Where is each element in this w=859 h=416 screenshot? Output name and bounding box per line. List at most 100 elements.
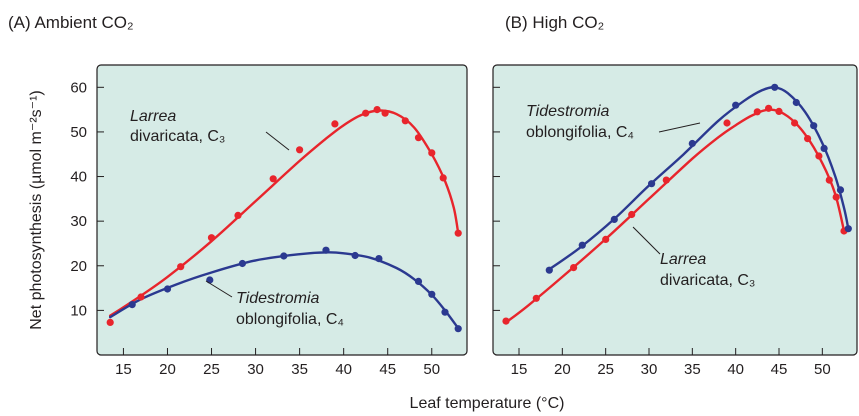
data-point-b-1-5 xyxy=(732,101,740,109)
panel-b-title: (B) High CO₂ xyxy=(505,13,604,32)
annotation-larrea-a-line2: divaricata, C₃ xyxy=(130,128,225,145)
data-point-b-0-7 xyxy=(753,108,761,116)
data-point-b-1-3 xyxy=(648,180,656,188)
data-point-a-0-0 xyxy=(106,318,114,326)
data-point-a-1-5 xyxy=(322,246,330,254)
data-point-b-0-2 xyxy=(570,264,578,272)
data-point-b-0-5 xyxy=(662,176,670,184)
panel-a-points xyxy=(106,106,462,333)
data-point-a-0-6 xyxy=(296,146,304,154)
data-point-b-1-2 xyxy=(610,215,618,223)
data-point-a-0-9 xyxy=(373,106,381,114)
data-point-a-0-1 xyxy=(137,293,145,301)
x-tick-label-35: 35 xyxy=(291,361,308,378)
data-point-b-1-11 xyxy=(844,225,852,233)
data-point-a-1-6 xyxy=(351,251,359,260)
data-point-b-0-12 xyxy=(815,152,823,160)
data-point-a-0-3 xyxy=(207,234,216,242)
data-point-b-1-0 xyxy=(545,266,553,274)
x-tick-label-20: 20 xyxy=(159,361,176,378)
annotation-larrea-b-line1: Larrea xyxy=(660,251,706,268)
panel-b-plot-area xyxy=(492,64,858,356)
data-point-b-1-10 xyxy=(836,186,845,194)
panel-a-title: (A) Ambient CO₂ xyxy=(8,13,134,32)
data-point-b-1-7 xyxy=(792,98,800,107)
data-point-a-1-8 xyxy=(414,277,423,285)
data-point-b-1-1 xyxy=(578,241,586,249)
panel-a-plot-area xyxy=(96,64,468,356)
annotation-tidestromia-b-line2: oblongifolia, C₄ xyxy=(526,124,634,141)
data-point-a-0-10 xyxy=(381,109,389,117)
data-point-a-0-12 xyxy=(414,134,423,142)
x-tick-label-30: 30 xyxy=(247,361,264,378)
panel-a-ticks: 15 20 25 30 35 40 45 50 10 20 30 40 50 60 xyxy=(70,79,440,378)
y-tick-label-40: 40 xyxy=(70,169,87,186)
data-point-a-0-2 xyxy=(177,263,185,271)
data-point-a-1-0 xyxy=(128,301,136,309)
data-point-a-0-8 xyxy=(362,109,370,117)
data-point-a-1-9 xyxy=(428,290,436,298)
data-point-a-0-4 xyxy=(234,211,242,219)
data-point-a-1-11 xyxy=(454,325,462,333)
data-point-a-1-3 xyxy=(238,259,246,268)
data-point-b-0-3 xyxy=(602,235,610,243)
data-point-b-0-13 xyxy=(825,176,833,184)
annotation-larrea-a: Larrea divaricata, C₃ xyxy=(130,108,290,151)
data-point-a-1-2 xyxy=(206,276,214,284)
annotation-tidestromia-a: Tidestromia oblongifolia, C₄ xyxy=(205,280,344,328)
annotation-tidestromia-a-leader xyxy=(205,280,233,298)
data-point-b-0-8 xyxy=(765,104,773,112)
data-point-a-0-15 xyxy=(454,229,462,237)
x-axis-title: Leaf temperature (°C) xyxy=(410,395,565,412)
x-tick-label-35: 35 xyxy=(684,361,701,378)
data-point-b-0-0 xyxy=(502,317,510,325)
x-tick-label-40: 40 xyxy=(727,361,744,378)
series-line-b-1 xyxy=(548,86,850,271)
data-point-b-1-8 xyxy=(810,122,818,130)
x-tick-label-20: 20 xyxy=(554,361,571,378)
data-point-b-0-10 xyxy=(791,119,799,127)
data-point-b-0-4 xyxy=(628,210,636,219)
annotation-tidestromia-b-line1: Tidestromia xyxy=(526,103,610,120)
data-point-a-1-7 xyxy=(375,255,383,263)
data-point-a-1-10 xyxy=(441,308,449,316)
data-point-a-1-1 xyxy=(163,285,172,293)
x-tick-label-50: 50 xyxy=(814,361,831,378)
annotation-larrea-a-leader xyxy=(265,131,290,151)
annotation-larrea-b-leader xyxy=(632,226,661,255)
data-point-b-0-1 xyxy=(532,294,540,302)
annotation-tidestromia-b-leader xyxy=(658,122,701,133)
x-tick-label-15: 15 xyxy=(115,361,132,378)
x-tick-label-30: 30 xyxy=(641,361,658,378)
y-tick-label-50: 50 xyxy=(70,124,87,141)
data-point-a-0-5 xyxy=(269,175,277,183)
y-tick-label-30: 30 xyxy=(70,213,87,230)
x-tick-label-25: 25 xyxy=(597,361,614,378)
panel-b-plot: 15 20 25 30 35 40 45 50 Tidestromia oblongifoli… xyxy=(492,64,858,378)
x-tick-label-25: 25 xyxy=(203,361,220,378)
annotation-tidestromia-a-line1: Tidestromia xyxy=(236,290,320,307)
data-point-a-0-14 xyxy=(439,174,447,182)
annotation-larrea-b: Larrea divaricata, C₃ xyxy=(632,226,755,289)
annotation-larrea-b-line2: divaricata, C₃ xyxy=(660,272,755,289)
annotation-tidestromia-b: Tidestromia oblongifolia, C₄ xyxy=(526,103,701,141)
data-point-a-0-7 xyxy=(331,120,339,128)
data-point-b-0-9 xyxy=(775,107,783,115)
x-tick-label-45: 45 xyxy=(379,361,396,378)
data-point-b-1-6 xyxy=(771,83,779,91)
x-tick-label-45: 45 xyxy=(771,361,788,378)
data-point-a-0-13 xyxy=(428,149,436,157)
panel-b-points xyxy=(502,83,852,325)
y-tick-label-20: 20 xyxy=(70,258,87,275)
data-point-b-0-14 xyxy=(832,193,840,201)
data-point-b-0-11 xyxy=(804,135,812,143)
panel-a-plot: 15 20 25 30 35 40 45 50 10 20 30 40 50 60 Larrea diva… xyxy=(70,64,468,378)
data-point-b-1-9 xyxy=(820,144,828,152)
data-point-b-1-4 xyxy=(688,139,696,148)
y-axis-title: Net photosynthesis (µmol m⁻²s⁻¹) xyxy=(28,90,45,330)
data-point-a-1-4 xyxy=(280,252,288,260)
y-tick-label-60: 60 xyxy=(70,79,87,96)
annotation-larrea-a-line1: Larrea xyxy=(130,108,176,125)
data-point-b-0-6 xyxy=(723,119,731,127)
